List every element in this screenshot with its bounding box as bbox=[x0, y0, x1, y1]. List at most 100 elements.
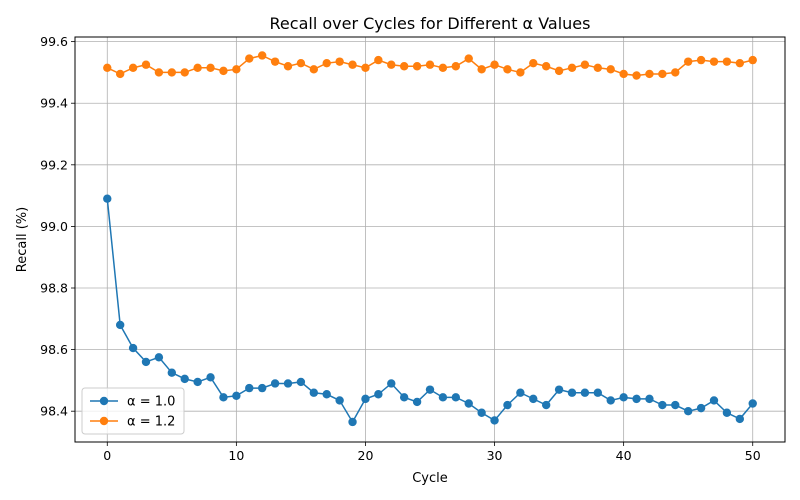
legend-item: α = 1.0 bbox=[90, 395, 175, 410]
data-point bbox=[425, 385, 435, 394]
data-point bbox=[516, 388, 525, 397]
data-point bbox=[671, 400, 680, 410]
legend-marker bbox=[99, 396, 109, 406]
data-point bbox=[451, 393, 461, 402]
data-point bbox=[464, 54, 473, 63]
data-point bbox=[193, 63, 202, 72]
data-point bbox=[245, 54, 254, 63]
data-point bbox=[709, 57, 719, 66]
data-point bbox=[593, 388, 603, 397]
data-point bbox=[696, 55, 706, 65]
data-point bbox=[193, 377, 202, 387]
data-point bbox=[103, 63, 112, 72]
data-point bbox=[541, 62, 551, 71]
data-point bbox=[438, 393, 448, 402]
legend-marker bbox=[99, 416, 109, 426]
data-series bbox=[103, 51, 757, 427]
data-point bbox=[180, 374, 189, 384]
data-point bbox=[245, 383, 254, 393]
data-point bbox=[658, 69, 667, 79]
series-1 bbox=[103, 194, 757, 427]
data-point bbox=[232, 65, 241, 74]
data-point bbox=[270, 57, 280, 66]
data-point bbox=[683, 407, 693, 416]
x-axis-label: Cycle bbox=[412, 471, 448, 486]
data-point bbox=[593, 63, 603, 72]
data-point bbox=[361, 63, 370, 72]
data-point bbox=[645, 69, 654, 79]
data-point bbox=[541, 400, 551, 410]
data-point bbox=[567, 63, 577, 72]
data-point bbox=[115, 320, 125, 330]
data-point bbox=[167, 68, 177, 77]
data-point bbox=[322, 58, 331, 68]
data-point bbox=[529, 394, 538, 404]
data-point bbox=[477, 408, 486, 417]
y-tick-label: 99.4 bbox=[40, 96, 68, 111]
data-point bbox=[451, 62, 461, 71]
x-tick-label: 50 bbox=[745, 448, 761, 463]
data-point bbox=[709, 396, 719, 405]
data-point bbox=[257, 383, 267, 393]
data-point bbox=[580, 60, 590, 69]
series-2 bbox=[103, 51, 757, 80]
x-tick-label: 20 bbox=[358, 448, 374, 463]
data-point bbox=[580, 388, 590, 397]
y-tick-label: 98.4 bbox=[40, 404, 68, 419]
data-point bbox=[554, 66, 564, 76]
plot-area-frame bbox=[74, 36, 786, 443]
data-point bbox=[180, 68, 189, 77]
data-point bbox=[722, 408, 732, 417]
data-point bbox=[671, 68, 680, 77]
data-point bbox=[606, 65, 615, 74]
legend-label: α = 1.0 bbox=[127, 395, 175, 410]
data-point bbox=[103, 194, 112, 203]
data-point bbox=[438, 63, 448, 72]
data-point bbox=[529, 58, 538, 68]
legend: α = 1.0 α = 1.2 bbox=[81, 387, 185, 435]
data-point bbox=[567, 388, 577, 397]
data-point bbox=[554, 385, 564, 394]
data-point bbox=[348, 417, 357, 427]
data-point bbox=[632, 394, 641, 404]
data-point bbox=[283, 379, 293, 388]
data-point bbox=[503, 400, 512, 410]
y-tick-label: 98.6 bbox=[40, 342, 68, 357]
data-point bbox=[387, 379, 396, 388]
data-point bbox=[477, 65, 486, 74]
data-point bbox=[128, 63, 138, 72]
data-point bbox=[348, 60, 357, 69]
x-tick-label: 40 bbox=[616, 448, 632, 463]
data-point bbox=[412, 62, 422, 71]
data-point bbox=[154, 68, 164, 77]
data-point bbox=[412, 397, 422, 407]
data-point bbox=[399, 393, 409, 402]
data-point bbox=[696, 403, 706, 413]
legend-item: α = 1.2 bbox=[90, 415, 175, 430]
data-point bbox=[206, 63, 215, 72]
data-point bbox=[257, 51, 267, 60]
data-point bbox=[516, 68, 525, 77]
data-point bbox=[141, 60, 151, 69]
data-point bbox=[645, 394, 654, 404]
data-point bbox=[606, 396, 615, 405]
y-tick-label: 98.8 bbox=[40, 281, 68, 296]
y-tick-label: 99.0 bbox=[40, 219, 68, 234]
data-point bbox=[748, 399, 757, 408]
data-point bbox=[658, 400, 667, 410]
data-point bbox=[425, 60, 435, 69]
legend-label: α = 1.2 bbox=[127, 415, 175, 430]
data-point bbox=[128, 343, 138, 353]
data-point bbox=[490, 416, 499, 425]
data-point bbox=[296, 58, 306, 68]
grid-lines bbox=[75, 37, 785, 442]
axis-ticks: 0 10 20 30 40 50 98.4 98.6 98.8 99.0 99.2 99.4 99.6 bbox=[40, 34, 761, 463]
y-tick-label: 99.6 bbox=[40, 34, 68, 49]
data-point bbox=[387, 60, 396, 69]
x-tick-label: 10 bbox=[228, 448, 244, 463]
data-point bbox=[361, 394, 370, 404]
data-point bbox=[206, 373, 215, 382]
data-point bbox=[632, 71, 641, 80]
data-point bbox=[219, 66, 228, 76]
